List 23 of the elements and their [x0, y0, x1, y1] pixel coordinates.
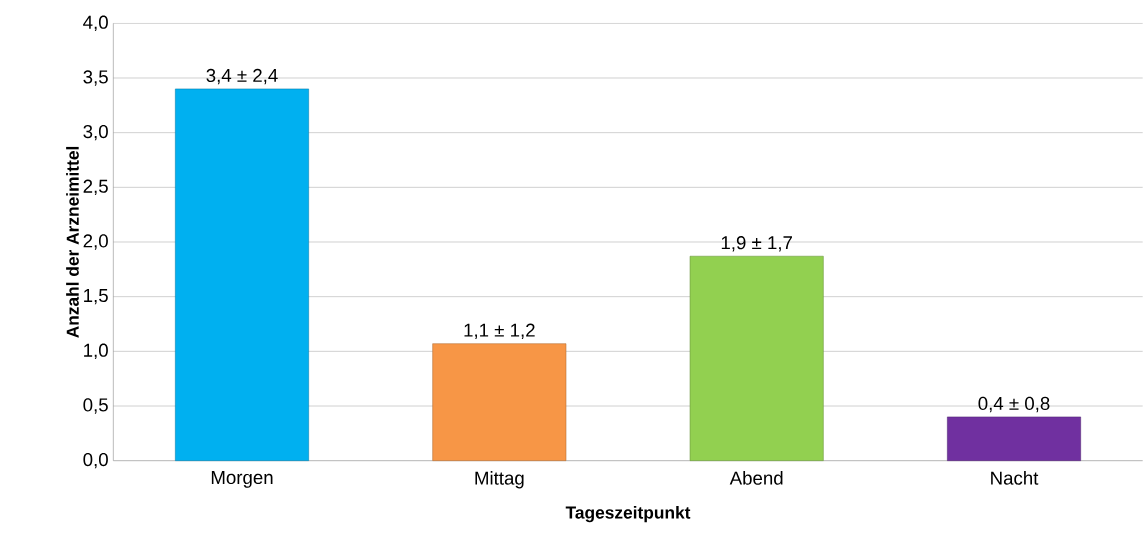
y-tick-label: 1,0: [84, 343, 108, 360]
data-label: 0,4 ± 0,8: [978, 396, 1050, 413]
y-tick-label: 3,0: [83, 124, 108, 141]
data-label: 3,4 ± 2,4: [206, 68, 278, 85]
y-tick-label: 3,5: [83, 70, 108, 86]
x-tick-label: Mittag: [475, 471, 524, 489]
y-tick-label: 0,5: [83, 398, 108, 414]
bar: [175, 88, 309, 461]
x-tick-label: Nacht: [991, 471, 1039, 485]
y-tick-label: 4,0: [83, 15, 108, 32]
data-label: 1,1 ± 1,2: [464, 323, 535, 339]
data-label: 1,9 ± 1,7: [721, 236, 792, 252]
y-tick-label: 0,0: [83, 452, 108, 469]
bar: [689, 255, 824, 461]
bar: [947, 416, 1081, 461]
bar: [432, 343, 567, 461]
y-tick-label: 2,5: [83, 179, 108, 196]
x-axis-title: Tageszeitpunkt: [565, 505, 691, 523]
x-tick-label: Morgen: [211, 471, 273, 488]
y-tick-label: 2,0: [83, 234, 108, 250]
y-tick-label: 1,5: [84, 289, 108, 305]
x-tick-label: Abend: [729, 471, 783, 485]
y-axis-title: Anzahl der Arzneimittel: [66, 146, 79, 338]
